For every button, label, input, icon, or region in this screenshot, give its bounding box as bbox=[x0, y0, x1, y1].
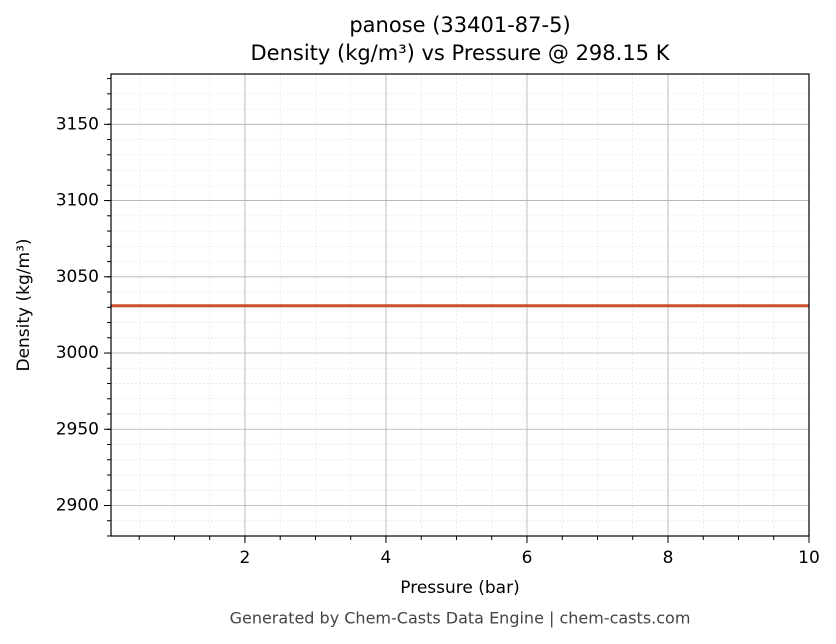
x-tick-label: 4 bbox=[381, 548, 392, 568]
y-tick-label: 2950 bbox=[56, 419, 99, 439]
y-tick-label: 2900 bbox=[56, 496, 99, 516]
y-tick-label: 3050 bbox=[56, 267, 99, 287]
y-tick-label: 3150 bbox=[56, 114, 99, 134]
y-axis-label: Density (kg/m³) bbox=[14, 238, 34, 371]
x-tick-label: 6 bbox=[522, 548, 533, 568]
y-tick-label: 3000 bbox=[56, 343, 99, 363]
chart-subtitle: Density (kg/m³) vs Pressure @ 298.15 K bbox=[250, 41, 670, 65]
x-tick-label: 2 bbox=[240, 548, 251, 568]
y-tick-label: 3100 bbox=[56, 191, 99, 211]
chart-title: panose (33401-87-5) bbox=[349, 13, 570, 37]
x-axis-label: Pressure (bar) bbox=[400, 578, 519, 598]
x-tick-label: 10 bbox=[798, 548, 820, 568]
x-tick-label: 8 bbox=[663, 548, 674, 568]
plot-frame bbox=[110, 73, 810, 537]
footer: Generated by Chem-Casts Data Engine | ch… bbox=[230, 609, 691, 628]
